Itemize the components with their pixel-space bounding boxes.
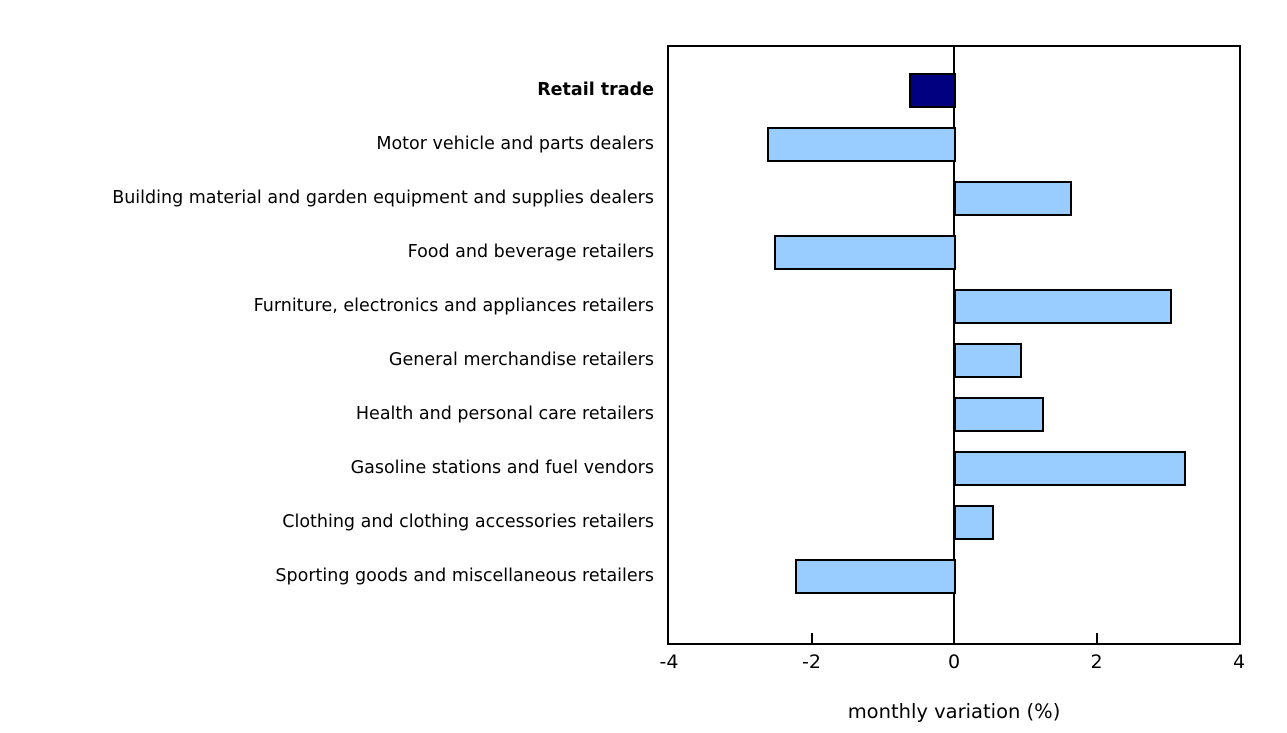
category-label-sporting-goods-and-miscellaneous-retailers: Sporting goods and miscellaneous retaile… bbox=[275, 566, 654, 586]
x-tick-label--2: -2 bbox=[802, 651, 821, 673]
category-label-retail-trade: Retail trade bbox=[537, 80, 654, 100]
category-label-gasoline-stations-and-fuel-vendors: Gasoline stations and fuel vendors bbox=[350, 458, 654, 478]
x-axis-title: monthly variation (%) bbox=[847, 700, 1061, 723]
x-tick-label-0: 0 bbox=[947, 651, 961, 673]
bar-gasoline-stations-and-fuel-vendors bbox=[954, 450, 1186, 486]
category-label-food-and-beverage-retailers: Food and beverage retailers bbox=[407, 242, 654, 262]
bar-food-and-beverage-retailers bbox=[773, 234, 956, 270]
x-tick-mark--2 bbox=[810, 633, 813, 643]
plot-area bbox=[667, 45, 1241, 645]
category-label-furniture-electronics-and-appliances-retailers: Furniture, electronics and appliances re… bbox=[253, 296, 654, 316]
bar-general-merchandise-retailers bbox=[954, 342, 1023, 378]
category-label-clothing-and-clothing-accessories-retailers: Clothing and clothing accessories retail… bbox=[282, 512, 654, 532]
category-label-health-and-personal-care-retailers: Health and personal care retailers bbox=[355, 404, 654, 424]
x-tick-label--4: -4 bbox=[659, 651, 679, 673]
category-label-motor-vehicle-and-parts-dealers: Motor vehicle and parts dealers bbox=[376, 134, 654, 154]
bar-furniture-electronics-and-appliances-retailers bbox=[954, 288, 1172, 324]
x-tick-label-2: 2 bbox=[1090, 651, 1103, 673]
bar-motor-vehicle-and-parts-dealers bbox=[766, 126, 956, 162]
category-label-general-merchandise-retailers: General merchandise retailers bbox=[388, 350, 654, 370]
x-tick-mark-0 bbox=[953, 633, 955, 643]
bar-retail-trade bbox=[909, 72, 956, 108]
x-tick-label-4: 4 bbox=[1232, 651, 1246, 673]
bar-clothing-and-clothing-accessories-retailers bbox=[954, 504, 994, 540]
category-label-column: Retail trade Motor vehicle and parts deal… bbox=[0, 47, 654, 643]
category-label-building-material-and-garden-equipment-and-supplies-dealers: Building material and garden equipment a… bbox=[112, 188, 654, 208]
bar-health-and-personal-care-retailers bbox=[954, 396, 1044, 432]
bar-sporting-goods-and-miscellaneous-retailers bbox=[795, 558, 956, 594]
bar-building-material-and-garden-equipment-and-supplies-dealers bbox=[954, 180, 1072, 216]
x-tick-mark-2 bbox=[1095, 633, 1098, 643]
